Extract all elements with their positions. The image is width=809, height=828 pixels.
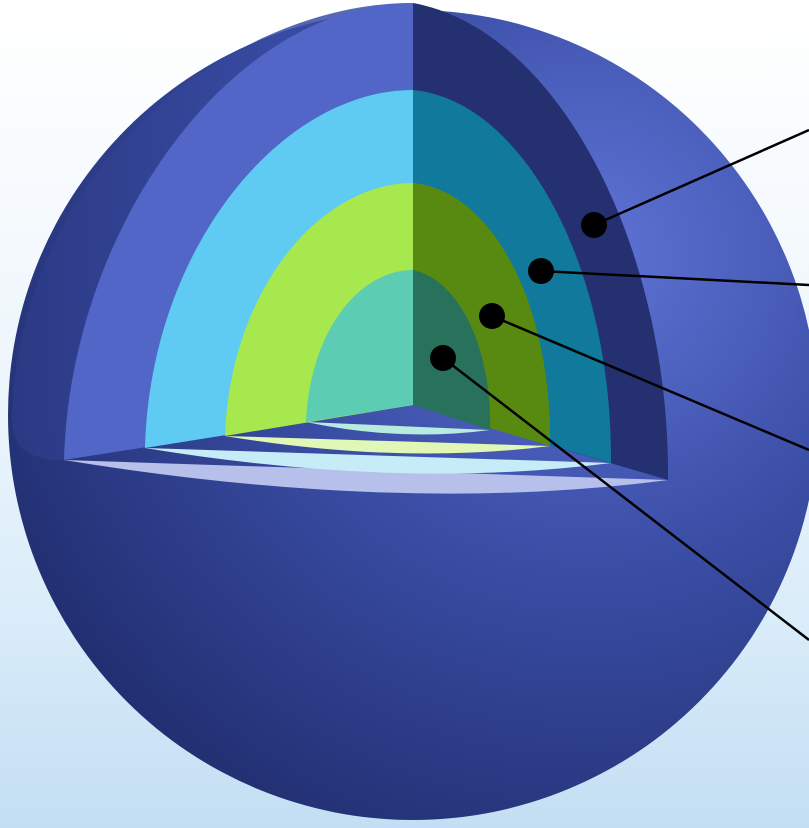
- callout-dot-layer-3: [479, 303, 505, 329]
- callout-dot-outer-shell: [581, 212, 607, 238]
- layer-2-rim: [145, 448, 611, 474]
- callouts: [430, 128, 809, 641]
- callout-line-core: [442, 357, 809, 641]
- callout-line-layer-3: [491, 314, 809, 452]
- callout-line-layer-2: [540, 269, 809, 287]
- sphere-left-shading: [12, 3, 413, 460]
- callout-dot-layer-2: [528, 258, 554, 284]
- core-rim: [306, 422, 490, 435]
- callout-dot-core: [430, 345, 456, 371]
- outer-shell-rim: [64, 460, 668, 494]
- callout-line-outer-shell: [593, 128, 809, 227]
- layer-3-rim: [225, 436, 550, 454]
- core-front: [306, 270, 413, 422]
